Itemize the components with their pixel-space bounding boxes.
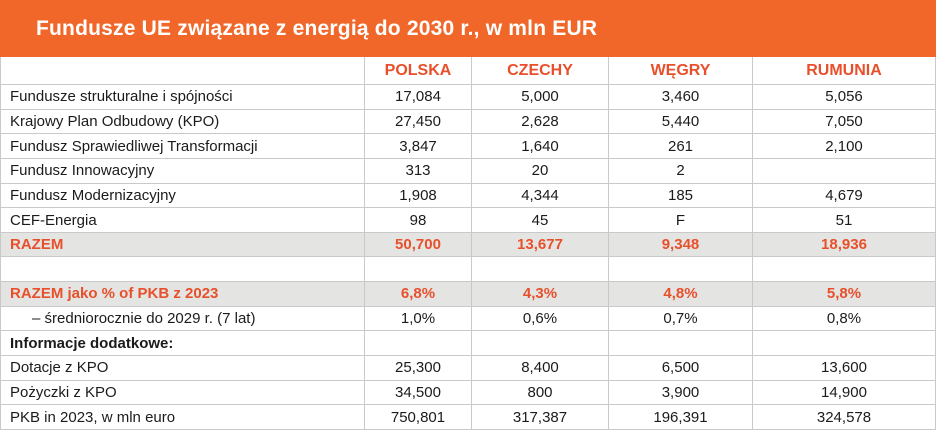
value-cell: 2,628 — [472, 109, 609, 135]
value-cell: 50,700 — [365, 232, 472, 258]
title-banner: Fundusze UE związane z energią do 2030 r… — [0, 0, 936, 57]
value-cell — [753, 158, 936, 184]
value-cell: 17,084 — [365, 85, 472, 110]
value-cell: 0,7% — [609, 306, 753, 332]
value-cell: 9,348 — [609, 232, 753, 258]
value-cell: 1,640 — [472, 134, 609, 159]
row-label: PKB in 2023, w mln euro — [1, 405, 365, 430]
value-cell: 6,8% — [365, 282, 472, 307]
value-cell: 4,679 — [753, 183, 936, 209]
value-cell: 25,300 — [365, 356, 472, 381]
value-cell: 261 — [609, 134, 753, 159]
value-cell: 3,460 — [609, 85, 753, 110]
row-label: Fundusze strukturalne i spójności — [1, 85, 365, 110]
page-title: Fundusze UE związane z energią do 2030 r… — [36, 16, 598, 40]
row-label: RAZEM — [1, 232, 365, 258]
value-cell: 2 — [609, 158, 753, 184]
value-cell: 27,450 — [365, 109, 472, 135]
value-cell: 4,3% — [472, 282, 609, 307]
value-cell — [753, 331, 936, 357]
value-cell — [609, 257, 753, 283]
value-cell: F — [609, 208, 753, 233]
value-cell: 800 — [472, 380, 609, 406]
column-header-rumunia: RUMUNIA — [753, 57, 936, 85]
value-cell: 20 — [472, 158, 609, 184]
value-cell — [609, 331, 753, 357]
value-cell: 5,8% — [753, 282, 936, 307]
value-cell: 7,050 — [753, 109, 936, 135]
column-header-czechy: CZECHY — [472, 57, 609, 85]
value-cell: 98 — [365, 208, 472, 233]
value-cell: 6,500 — [609, 356, 753, 381]
value-cell: 34,500 — [365, 380, 472, 406]
value-cell: 1,0% — [365, 306, 472, 332]
value-cell — [472, 331, 609, 357]
column-header-empty — [1, 57, 365, 85]
value-cell: 750,801 — [365, 405, 472, 430]
value-cell: 51 — [753, 208, 936, 233]
row-label: Fundusz Innowacyjny — [1, 158, 365, 184]
value-cell: 13,677 — [472, 232, 609, 258]
column-header-polska: POLSKA — [365, 57, 472, 85]
row-label: CEF-Energia — [1, 208, 365, 233]
value-cell: 313 — [365, 158, 472, 184]
value-cell: 317,387 — [472, 405, 609, 430]
value-cell — [365, 331, 472, 357]
value-cell: 185 — [609, 183, 753, 209]
value-cell — [753, 257, 936, 283]
value-cell: 45 — [472, 208, 609, 233]
value-cell: 5,000 — [472, 85, 609, 110]
value-cell — [472, 257, 609, 283]
value-cell: 5,056 — [753, 85, 936, 110]
value-cell: 0,8% — [753, 306, 936, 332]
row-label — [1, 257, 365, 283]
value-cell: 196,391 — [609, 405, 753, 430]
value-cell: 8,400 — [472, 356, 609, 381]
value-cell: 0,6% — [472, 306, 609, 332]
row-label: RAZEM jako % of PKB z 2023 — [1, 282, 365, 307]
value-cell: 324,578 — [753, 405, 936, 430]
funds-table: POLSKA CZECHY WĘGRY RUMUNIA Fundusze struktu… — [0, 57, 936, 430]
row-label: – średniorocznie do 2029 r. (7 lat) — [1, 306, 365, 332]
row-label: Informacje dodatkowe: — [1, 331, 365, 357]
row-label: Pożyczki z KPO — [1, 380, 365, 406]
value-cell: 4,8% — [609, 282, 753, 307]
row-label: Fundusz Modernizacyjny — [1, 183, 365, 209]
row-label: Dotacje z KPO — [1, 356, 365, 381]
value-cell: 3,900 — [609, 380, 753, 406]
value-cell: 13,600 — [753, 356, 936, 381]
value-cell: 18,936 — [753, 232, 936, 258]
value-cell: 5,440 — [609, 109, 753, 135]
row-label: Fundusz Sprawiedliwej Transformacji — [1, 134, 365, 159]
value-cell: 14,900 — [753, 380, 936, 406]
value-cell: 1,908 — [365, 183, 472, 209]
column-header-węgry: WĘGRY — [609, 57, 753, 85]
value-cell: 4,344 — [472, 183, 609, 209]
value-cell — [365, 257, 472, 283]
value-cell: 3,847 — [365, 134, 472, 159]
value-cell: 2,100 — [753, 134, 936, 159]
row-label: Krajowy Plan Odbudowy (KPO) — [1, 109, 365, 135]
